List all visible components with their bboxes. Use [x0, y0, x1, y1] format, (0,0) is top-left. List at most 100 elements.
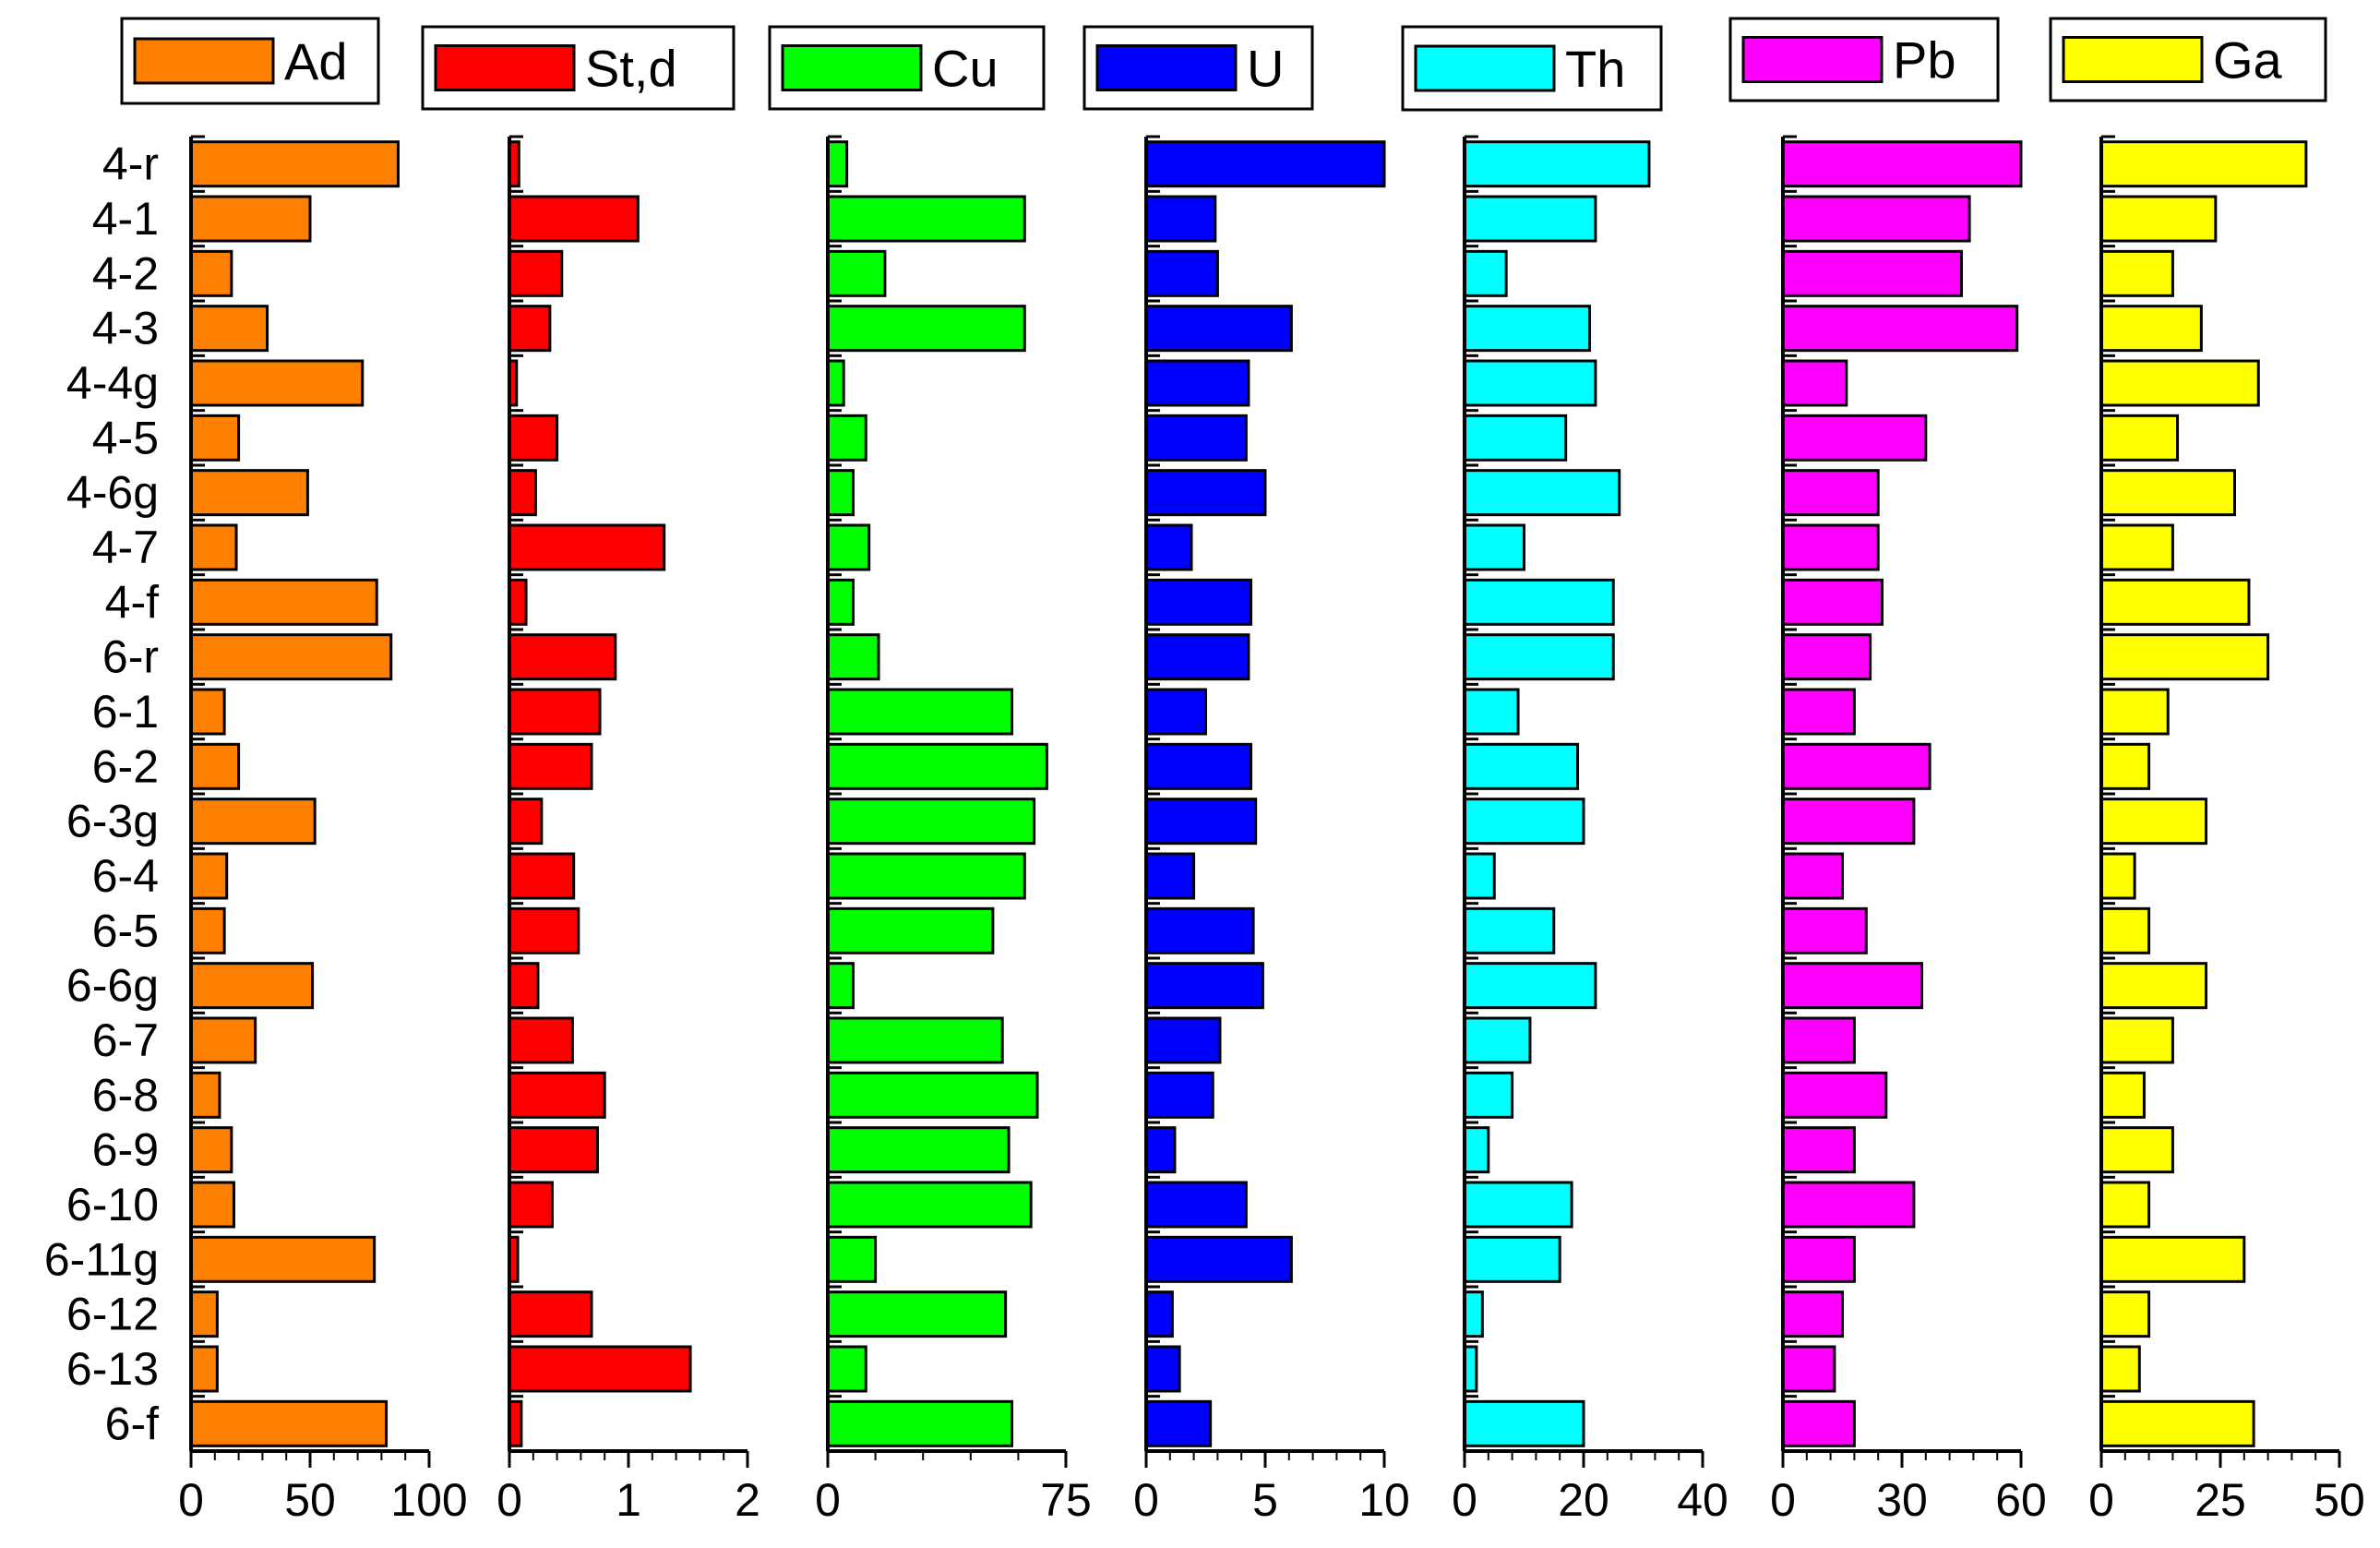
bar-U-6-f [1144, 1399, 1213, 1447]
bar-Pb-6-9 [1781, 1126, 1856, 1174]
panel-3: 0 5 10 [1133, 135, 1410, 1526]
bar-Pb-6-1 [1781, 688, 1856, 736]
bar-Ga-4-6g [2099, 469, 2236, 517]
bar-Th-6-10 [1463, 1181, 1573, 1229]
x-tick-label: 0 [496, 1474, 522, 1526]
bar-St,d-6-2 [508, 742, 593, 790]
category-label: 6-9 [92, 1124, 159, 1176]
x-tick-label: 75 [1040, 1474, 1092, 1526]
legend-swatch [1095, 44, 1238, 91]
bar-Cu-6-12 [826, 1290, 1008, 1338]
bar-Ga-6-1 [2099, 688, 2170, 736]
bar-U-4-3 [1144, 305, 1293, 353]
x-tick-label: 20 [1558, 1474, 1609, 1526]
bar-U-6-13 [1144, 1345, 1181, 1393]
bar-Pb-6-2 [1781, 742, 1932, 790]
bar-U-4-6g [1144, 469, 1267, 517]
category-label: 4-r [102, 138, 159, 190]
bar-Ga-4-4g [2099, 359, 2260, 407]
bar-Ga-6-12 [2099, 1290, 2151, 1338]
bar-Cu-4-7 [826, 523, 871, 571]
bar-Th-6-8 [1463, 1071, 1514, 1119]
bar-U-6-12 [1144, 1290, 1174, 1338]
category-label: 6-3g [66, 796, 159, 847]
category-label: 4-7 [92, 522, 159, 573]
x-tick-label: 0 [815, 1474, 841, 1526]
category-label: 6-13 [66, 1343, 159, 1395]
bar-Ad-6-10 [189, 1181, 235, 1229]
bar-Cu-6-3g [826, 798, 1036, 846]
bar-Ad-6-11g [189, 1235, 377, 1283]
bar-Th-6-r [1463, 633, 1615, 681]
bar-Th-6-3g [1463, 798, 1585, 846]
bar-Ad-6-4 [189, 852, 229, 900]
legend-swatch [434, 44, 576, 91]
bar-Ga-4-3 [2099, 305, 2203, 353]
bar-Pb-4-1 [1781, 195, 1971, 243]
legend-swatch [781, 44, 923, 91]
legend-label: U [1247, 40, 1284, 98]
bar-U-6-4 [1144, 852, 1196, 900]
x-tick-label: 0 [178, 1474, 204, 1526]
bar-Ad-6-9 [189, 1126, 233, 1174]
bar-Cu-4-r [826, 140, 849, 188]
bar-U-4-5 [1144, 414, 1248, 462]
x-tick-label: 100 [390, 1474, 467, 1526]
bar-Ga-6-13 [2099, 1345, 2141, 1393]
bar-U-6-6g [1144, 962, 1264, 1010]
bar-Ga-6-2 [2099, 742, 2151, 790]
bar-St,d-6-3g [508, 798, 544, 846]
bar-St,d-6-13 [508, 1345, 692, 1393]
bar-Ad-6-r [189, 633, 393, 681]
bar-Ga-4-r [2099, 140, 2308, 188]
bar-Ad-6-12 [189, 1290, 219, 1338]
bar-U-6-11g [1144, 1235, 1293, 1283]
legend-Ad: Ad [120, 17, 380, 105]
bar-Ad-6-1 [189, 688, 226, 736]
bar-Ad-6-13 [189, 1345, 219, 1393]
bar-Ad-6-8 [189, 1071, 221, 1119]
bar-St,d-6-r [508, 633, 617, 681]
bar-Th-6-6g [1463, 962, 1597, 1010]
category-label: 6-12 [66, 1289, 159, 1340]
legend-label: St,d [585, 40, 677, 98]
legend-label: Pb [1893, 31, 1956, 90]
legend-swatch [1414, 44, 1556, 92]
x-tick-label: 50 [284, 1474, 336, 1526]
x-tick-label: 2 [735, 1474, 760, 1526]
bar-Th-4-4g [1463, 359, 1597, 407]
legend-label: Th [1565, 40, 1625, 98]
bar-Pb-4-6g [1781, 469, 1880, 517]
bar-Ad-6-f [189, 1399, 389, 1447]
category-label: 6-6g [66, 960, 159, 1012]
bar-Pb-6-f [1781, 1399, 1856, 1447]
legend-label: Cu [932, 40, 999, 98]
bar-Pb-4-4g [1781, 359, 1848, 407]
bar-Th-6-1 [1463, 688, 1520, 736]
bar-St,d-4-5 [508, 414, 559, 462]
bar-Pb-6-5 [1781, 906, 1868, 954]
bar-Ga-6-5 [2099, 906, 2151, 954]
bar-U-6-10 [1144, 1181, 1248, 1229]
bar-Cu-6-f [826, 1399, 1014, 1447]
bar-Ga-6-10 [2099, 1181, 2151, 1229]
bar-Cu-6-5 [826, 906, 995, 954]
bar-Cu-6-r [826, 633, 880, 681]
bar-Th-6-f [1463, 1399, 1585, 1447]
x-tick-label: 50 [2314, 1474, 2365, 1526]
bar-U-6-9 [1144, 1126, 1177, 1174]
bar-Cu-4-4g [826, 359, 845, 407]
panel-4: 0 20 40 [1452, 135, 1728, 1526]
bar-Pb-6-6g [1781, 962, 1923, 1010]
bar-Pb-4-3 [1781, 305, 2019, 353]
bar-Pb-4-5 [1781, 414, 1928, 462]
bar-Th-6-2 [1463, 742, 1580, 790]
bar-Th-6-4 [1463, 852, 1496, 900]
bar-St,d-4-1 [508, 195, 640, 243]
category-label: 4-1 [92, 193, 159, 245]
bar-Ad-4-2 [189, 249, 233, 297]
bar-Ga-6-9 [2099, 1126, 2174, 1174]
bar-Th-4-7 [1463, 523, 1525, 571]
bar-Ad-4-f [189, 578, 378, 626]
bar-U-4-f [1144, 578, 1253, 626]
